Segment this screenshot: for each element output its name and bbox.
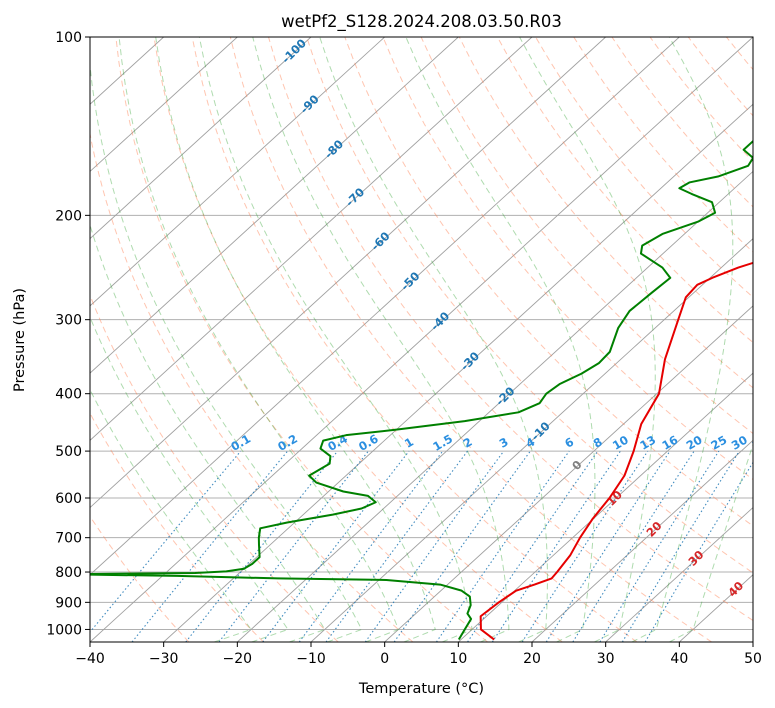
mixing-ratio-label: 16	[659, 433, 680, 453]
moist-adiabat	[405, 37, 596, 642]
moist-adiabat	[198, 37, 473, 642]
x-tick-label: 20	[523, 651, 541, 667]
isotherm--80	[90, 37, 459, 374]
sounding-series	[90, 140, 753, 641]
dry-adiabat	[306, 37, 753, 574]
moist-adiabat	[90, 315, 289, 642]
y-tick-label: 100	[55, 30, 82, 46]
dry-adiabat	[344, 37, 753, 527]
moist-adiabat	[155, 37, 436, 642]
x-tick-label: 30	[597, 651, 615, 667]
x-tick-label: −10	[296, 651, 326, 667]
mixing-ratio-label: 20	[684, 433, 705, 453]
mixing-ratio-line	[393, 450, 531, 642]
mixing-ratio-label: 36	[750, 433, 771, 453]
y-tick-label: 500	[55, 444, 82, 460]
isotherm--10	[310, 238, 753, 642]
moist-adiabat	[252, 37, 510, 642]
dry-adiabat	[153, 37, 563, 642]
isotherm-grid	[90, 37, 753, 642]
mixing-ratio-line	[572, 450, 695, 642]
mixing-ratio-line	[185, 450, 338, 642]
y-tick-label: 600	[55, 491, 82, 507]
isotherm--60	[90, 37, 606, 509]
x-axis-title: Temperature (°C)	[358, 681, 484, 697]
dry-adiabat	[90, 131, 414, 642]
y-tick-label: 300	[55, 313, 82, 329]
isotherm-0	[384, 305, 753, 642]
x-axis: −40 −30 −20 −10 0 10 20 30 40 50	[75, 642, 762, 667]
isotherm--110	[90, 37, 238, 173]
isotherm--100	[90, 37, 312, 240]
mixing-ratio-line	[131, 450, 289, 642]
mixing-ratio-line	[325, 450, 468, 642]
mixing-ratio-lines	[90, 450, 753, 642]
y-tick-label: 700	[55, 531, 82, 547]
chart-title: wetPf2_S128.2024.208.03.50.R03	[281, 12, 562, 32]
moist-adiabat	[90, 223, 326, 642]
mixing-ratio-label: 25	[708, 433, 729, 453]
isotherm--40	[90, 37, 753, 642]
y-tick-label: 400	[55, 387, 82, 403]
mixing-ratio-line	[364, 450, 505, 642]
dry-adiabat	[535, 37, 753, 298]
mixing-ratio-line	[545, 450, 671, 642]
y-tick-label: 200	[55, 208, 82, 224]
isotherm-30	[605, 506, 753, 642]
dry-adiabat	[115, 37, 488, 642]
mixing-ratio-line	[90, 450, 242, 633]
isotherm--20	[237, 170, 753, 642]
dry-adiabat	[90, 515, 190, 642]
mixing-ratio-line	[467, 450, 599, 642]
mixing-ratio-line	[521, 450, 649, 642]
isotherm--30	[163, 103, 753, 642]
x-tick-label: 10	[449, 651, 467, 667]
x-tick-label: −20	[223, 651, 253, 667]
isotherm-10	[458, 372, 753, 642]
x-tick-label: 40	[670, 651, 688, 667]
dewpoint-profile	[90, 140, 753, 641]
temperature-profile	[479, 261, 753, 641]
dry-adiabat	[90, 412, 264, 642]
x-tick-label: 0	[380, 651, 389, 667]
mixing-ratio-line	[298, 450, 444, 642]
isotherm--70	[90, 37, 533, 441]
mixing-ratio-label: 13	[637, 433, 658, 453]
moist-adiabat	[118, 37, 400, 642]
x-tick-label: −40	[75, 651, 105, 667]
isobar-grid	[90, 37, 753, 630]
mixing-ratio-line	[435, 450, 570, 642]
y-tick-label: 900	[55, 595, 82, 611]
x-tick-label: −30	[149, 651, 179, 667]
mixing-ratio-line	[621, 450, 740, 642]
mixing-ratio-label: 30	[729, 433, 750, 453]
dry-adiabat	[191, 37, 638, 642]
mixing-ratio-line	[491, 450, 621, 642]
dry-adiabat	[229, 37, 712, 642]
plot-frame	[89, 36, 754, 643]
dry-adiabat	[268, 37, 753, 622]
dry-adiabat	[497, 37, 753, 344]
y-tick-label: 1000	[46, 622, 82, 638]
mixing-ratio-line	[262, 450, 410, 642]
mixing-ratio-label: 10	[610, 433, 631, 453]
isotherm--50	[90, 37, 680, 576]
isotherm-20	[531, 439, 753, 642]
isotherm--90	[90, 37, 385, 307]
y-axis-title: Pressure (hPa)	[12, 288, 28, 392]
moist-adiabat	[90, 388, 252, 642]
moist-adiabat	[631, 37, 734, 642]
y-axis: 100 200 300 400 500 600 700 800 900 1000	[46, 30, 90, 638]
y-tick-label: 800	[55, 565, 82, 581]
moist-adiabat	[319, 37, 548, 642]
x-tick-label: 50	[744, 651, 762, 667]
